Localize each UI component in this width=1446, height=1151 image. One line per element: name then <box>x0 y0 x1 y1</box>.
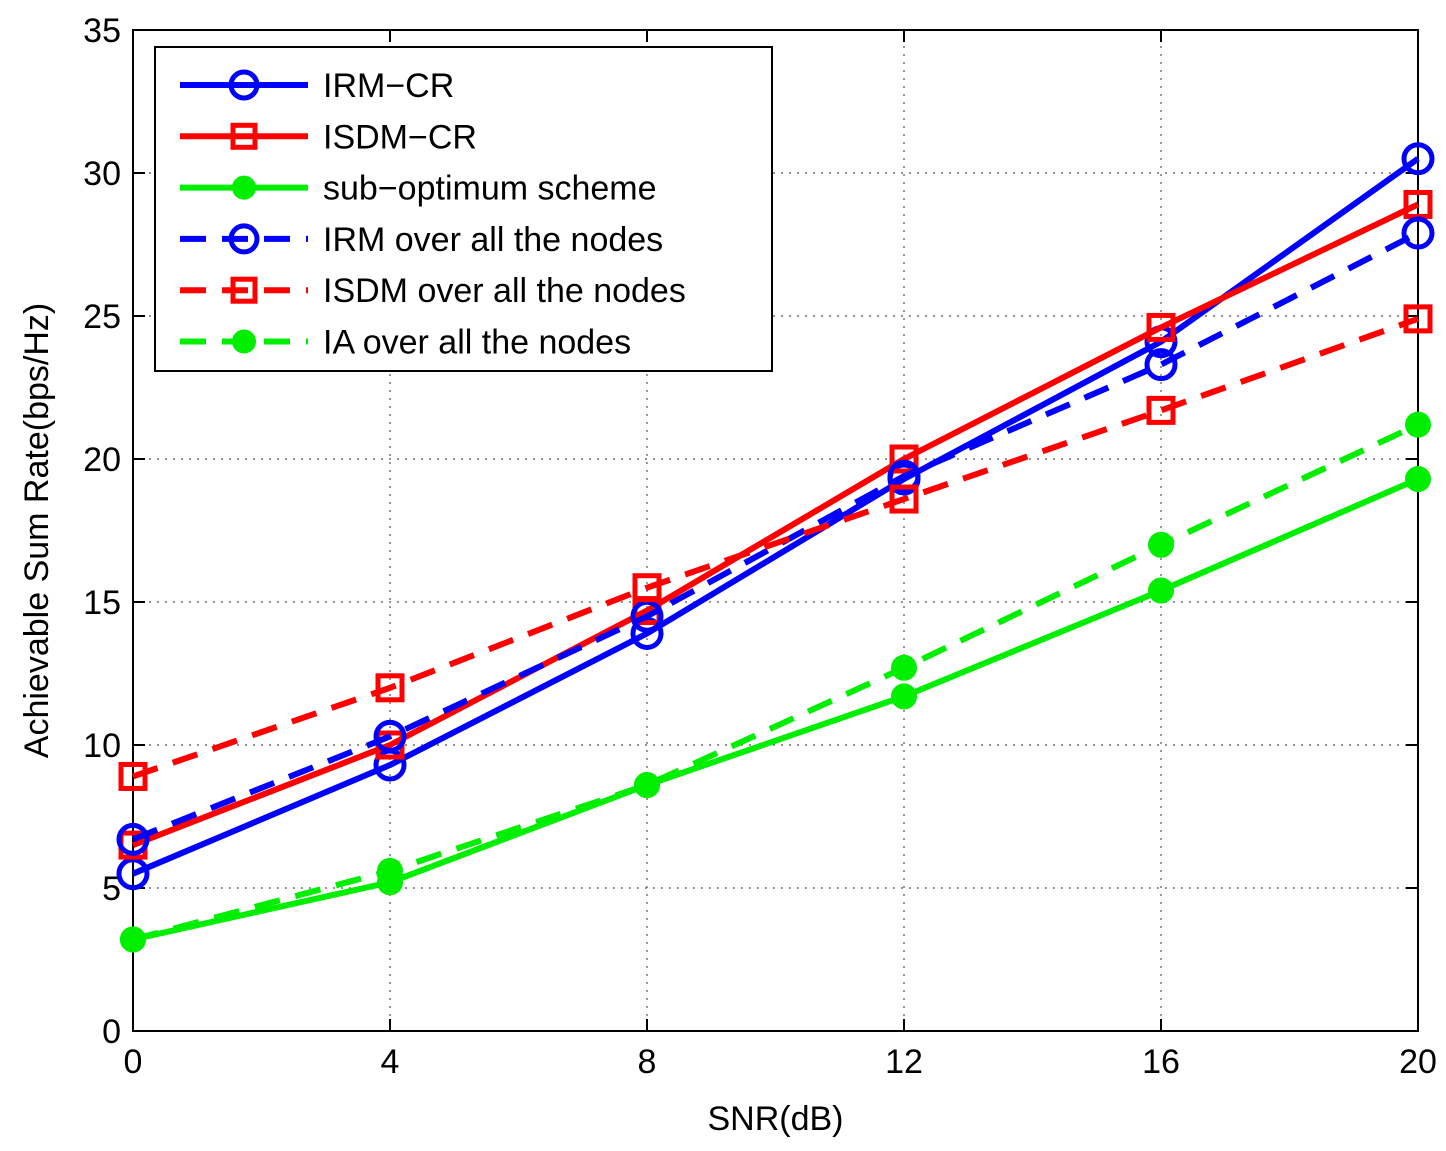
legend-label: sub−optimum scheme <box>323 170 657 208</box>
legend-label: ISDM−CR <box>323 118 477 156</box>
data-point-marker <box>889 484 919 514</box>
data-point-marker <box>230 122 258 150</box>
data-point-marker <box>891 683 917 710</box>
y-tick-label: 35 <box>83 12 121 50</box>
data-point-marker <box>1405 466 1431 493</box>
data-point-marker <box>1403 304 1433 334</box>
y-tick-label: 5 <box>102 870 121 908</box>
x-tick-label: 4 <box>381 1043 400 1081</box>
legend: IRM−CR ISDM−CR sub−optimum scheme IRM over … <box>154 46 773 372</box>
data-point-marker <box>377 857 403 884</box>
data-point-marker <box>118 761 148 791</box>
data-point-marker <box>375 673 405 703</box>
data-point-marker <box>116 857 150 891</box>
data-point-marker <box>232 175 256 200</box>
x-tick-label: 16 <box>1142 1043 1180 1081</box>
legend-label: IRM over all the nodes <box>323 221 663 259</box>
data-point-marker <box>1148 577 1174 604</box>
data-point-marker <box>228 223 260 255</box>
series-line <box>131 201 1420 848</box>
legend-entry: IA over all the nodes <box>180 324 631 362</box>
data-point-marker <box>228 69 260 101</box>
data-point-marker <box>1401 142 1435 176</box>
legend-label: ISDM over all the nodes <box>323 272 686 310</box>
x-tick-label: 0 <box>124 1043 143 1081</box>
y-tick-label: 15 <box>83 584 121 622</box>
data-point-marker <box>120 926 146 953</box>
x-tick-label: 12 <box>885 1043 923 1081</box>
data-point-marker <box>1405 411 1431 438</box>
data-point-marker <box>1144 348 1178 382</box>
series-line <box>132 421 1420 943</box>
data-point-marker <box>1148 531 1174 558</box>
data-point-marker <box>116 822 150 856</box>
y-axis-title: Achievable Sum Rate(bps/Hz) <box>18 303 56 758</box>
series-5 <box>120 411 1431 953</box>
legend-entry: ISDM over all the nodes <box>180 272 686 310</box>
legend-entry: IRM over all the nodes <box>180 221 663 259</box>
x-tick-label: 20 <box>1399 1043 1437 1081</box>
y-tick-label: 20 <box>83 441 121 479</box>
data-point-marker <box>1146 395 1176 425</box>
y-tick-label: 10 <box>83 727 121 765</box>
data-point-marker <box>889 444 919 474</box>
data-point-marker <box>634 772 660 799</box>
series-line <box>131 230 1420 843</box>
series-line <box>132 316 1420 780</box>
data-point-marker <box>232 329 256 354</box>
data-point-marker <box>887 459 921 493</box>
y-tick-label: 30 <box>83 155 121 193</box>
data-point-marker <box>1146 312 1176 342</box>
data-point-marker <box>630 599 664 633</box>
data-point-marker <box>1403 189 1433 219</box>
data-point-marker <box>1401 216 1435 250</box>
series-4 <box>118 304 1433 791</box>
x-tick-label: 8 <box>638 1043 657 1081</box>
data-point-marker <box>891 654 917 681</box>
plot-area-frame <box>132 29 1419 1032</box>
data-point-marker <box>632 573 662 603</box>
axis-ticks: 0 4 8 12 16 20 0 5 10 15 20 25 30 35 <box>83 12 1437 1081</box>
legend-entry: ISDM−CR <box>180 118 477 156</box>
series-line <box>132 476 1420 943</box>
series-line <box>131 156 1420 877</box>
legend-entry: IRM−CR <box>180 67 454 105</box>
data-series <box>116 142 1435 953</box>
legend-box <box>154 46 773 372</box>
legend-label: IRM−CR <box>323 67 454 105</box>
legend-entry: sub−optimum scheme <box>180 170 657 208</box>
y-tick-label: 25 <box>83 298 121 336</box>
x-axis-title: SNR(dB) <box>707 1100 843 1138</box>
legend-label: IA over all the nodes <box>323 324 631 362</box>
data-point-marker <box>230 276 258 304</box>
series-3 <box>116 216 1435 856</box>
data-point-marker <box>373 719 407 753</box>
y-tick-label: 0 <box>102 1013 121 1051</box>
